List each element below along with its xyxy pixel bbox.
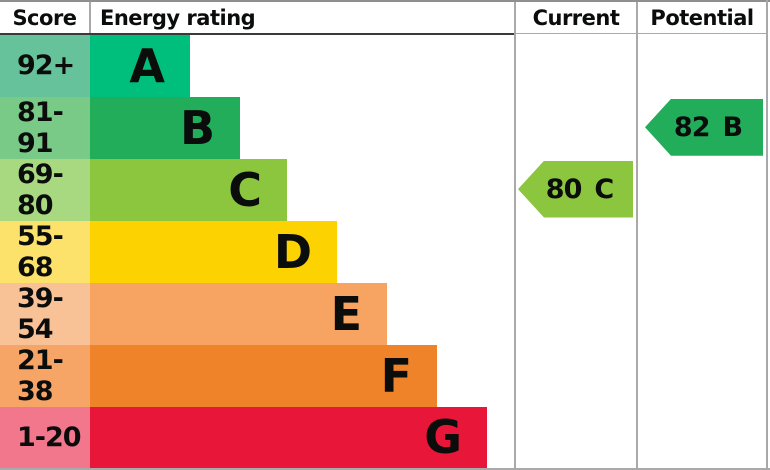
bottom-border xyxy=(0,468,770,470)
current-column-divider xyxy=(514,2,516,468)
band-bar-d: D xyxy=(90,220,337,283)
band-score-e: 39-54 xyxy=(0,282,90,345)
top-border xyxy=(0,0,770,2)
band-bar-b: B xyxy=(90,96,240,159)
current-rating-value: 80 xyxy=(545,173,583,205)
potential-rating-letter: B xyxy=(722,111,743,143)
potential-column-divider xyxy=(636,2,638,468)
band-score-g: 1-20 xyxy=(0,406,90,468)
header-potential: Potential xyxy=(650,5,754,30)
band-row-c: 69-80 C xyxy=(0,158,515,221)
band-score-f: 21-38 xyxy=(0,344,90,407)
header-underline xyxy=(0,33,515,35)
band-bar-e: E xyxy=(90,282,387,345)
band-score-d: 55-68 xyxy=(0,220,90,283)
band-row-d: 55-68 D xyxy=(0,220,515,283)
current-rating-letter: C xyxy=(594,173,614,205)
potential-rating-arrow: 82 B xyxy=(645,98,763,156)
header-energy-rating: Energy rating xyxy=(100,5,256,30)
band-row-a: 92+ A xyxy=(0,35,515,97)
band-bar-a: A xyxy=(90,35,190,97)
band-row-g: 1-20 G xyxy=(0,406,515,468)
header-current: Current xyxy=(532,5,620,30)
band-bar-f: F xyxy=(90,344,437,407)
header-row: Score Energy rating Current Potential xyxy=(0,2,770,33)
bands-area: 92+ A 81-91 B 69-80 C 55-68 D 39-54 E 21-38 F 1-20 G xyxy=(0,35,515,468)
header-underline-right xyxy=(515,33,768,34)
header-score: Score xyxy=(12,5,77,30)
score-column-divider xyxy=(89,2,91,33)
current-rating-arrow: 80 C xyxy=(518,160,633,218)
band-score-c: 69-80 xyxy=(0,158,90,221)
band-bar-c: C xyxy=(90,158,287,221)
band-row-e: 39-54 E xyxy=(0,282,515,345)
band-row-b: 81-91 B xyxy=(0,96,515,159)
band-bar-g: G xyxy=(90,406,487,468)
band-score-b: 81-91 xyxy=(0,96,90,159)
potential-rating-value: 82 xyxy=(673,111,711,143)
right-border xyxy=(766,0,768,470)
band-score-a: 92+ xyxy=(0,35,90,97)
band-row-f: 21-38 F xyxy=(0,344,515,407)
